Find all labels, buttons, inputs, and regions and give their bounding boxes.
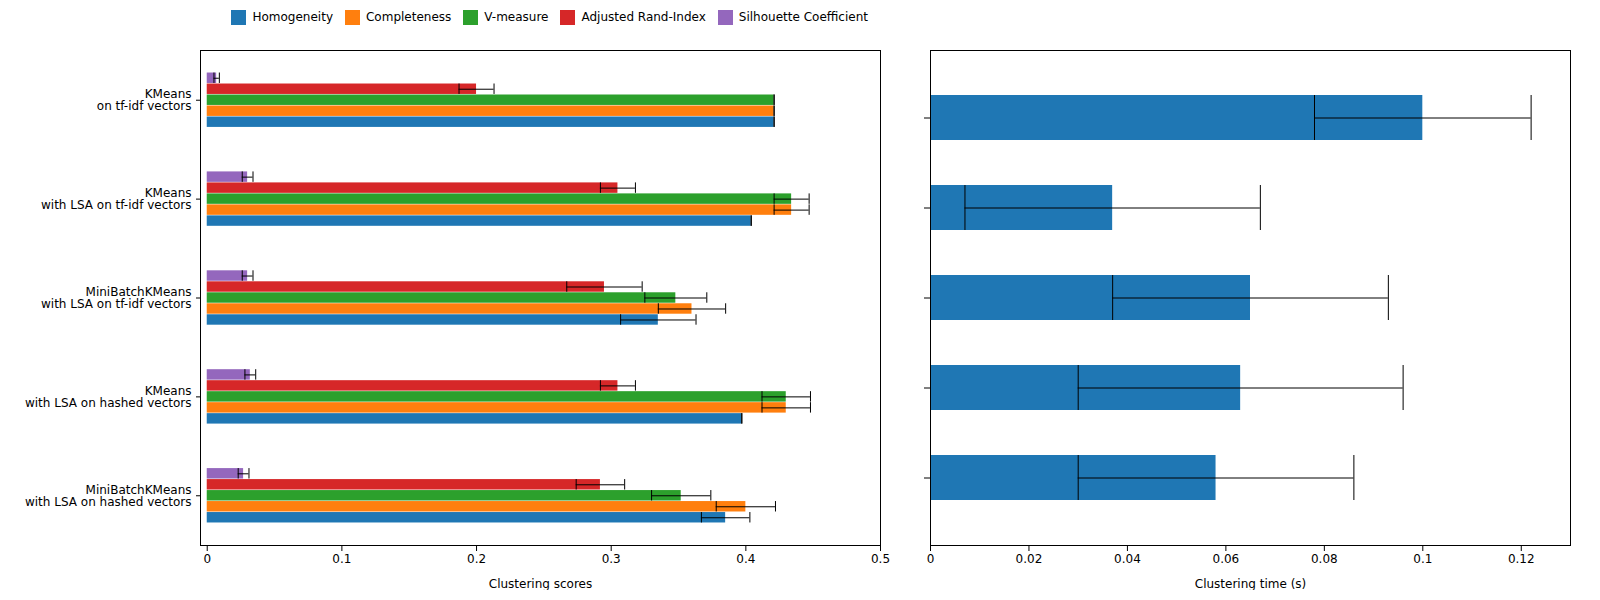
- svg-text:0.2: 0.2: [467, 552, 486, 566]
- html-text:Completeness: Completeness: [366, 10, 452, 24]
- svg-text:0.08: 0.08: [1311, 552, 1338, 566]
- svg-text:0.02: 0.02: [1016, 552, 1043, 566]
- html-text:Silhouette Coefficient: Silhouette Coefficient: [738, 10, 868, 24]
- svg-text:0.04: 0.04: [1114, 552, 1141, 566]
- svg-text:0.12: 0.12: [1508, 552, 1535, 566]
- svg-text:0.1: 0.1: [1413, 552, 1432, 566]
- svg-text:0.4: 0.4: [736, 552, 755, 566]
- svg-text:0.06: 0.06: [1213, 552, 1240, 566]
- svg-text:KMeanswith LSA on hashed vecto: KMeanswith LSA on hashed vectors: [25, 384, 192, 410]
- svg-text:Clustering scores: Clustering scores: [489, 577, 592, 591]
- svg-text:KMeanson tf-idf vectors: KMeanson tf-idf vectors: [97, 87, 192, 113]
- svg-text:0.1: 0.1: [332, 552, 351, 566]
- svg-text:0: 0: [203, 552, 211, 566]
- html-text:Homogeneity: Homogeneity: [252, 10, 333, 24]
- svg-text:MiniBatchKMeanswith LSA on tf-: MiniBatchKMeanswith LSA on tf-idf vector…: [41, 285, 192, 311]
- svg-text:KMeanswith LSA on tf-idf vecto: KMeanswith LSA on tf-idf vectors: [41, 186, 192, 212]
- svg-text:MiniBatchKMeanswith LSA on has: MiniBatchKMeanswith LSA on hashed vector…: [25, 483, 192, 509]
- html-text:Adjusted Rand-Index: Adjusted Rand-Index: [581, 10, 706, 24]
- html-text:V-measure: V-measure: [484, 10, 549, 24]
- svg-text:0: 0: [927, 552, 935, 566]
- svg-text:Clustering time (s): Clustering time (s): [1195, 577, 1307, 591]
- svg-text:0.5: 0.5: [871, 552, 890, 566]
- svg-text:0.3: 0.3: [602, 552, 621, 566]
